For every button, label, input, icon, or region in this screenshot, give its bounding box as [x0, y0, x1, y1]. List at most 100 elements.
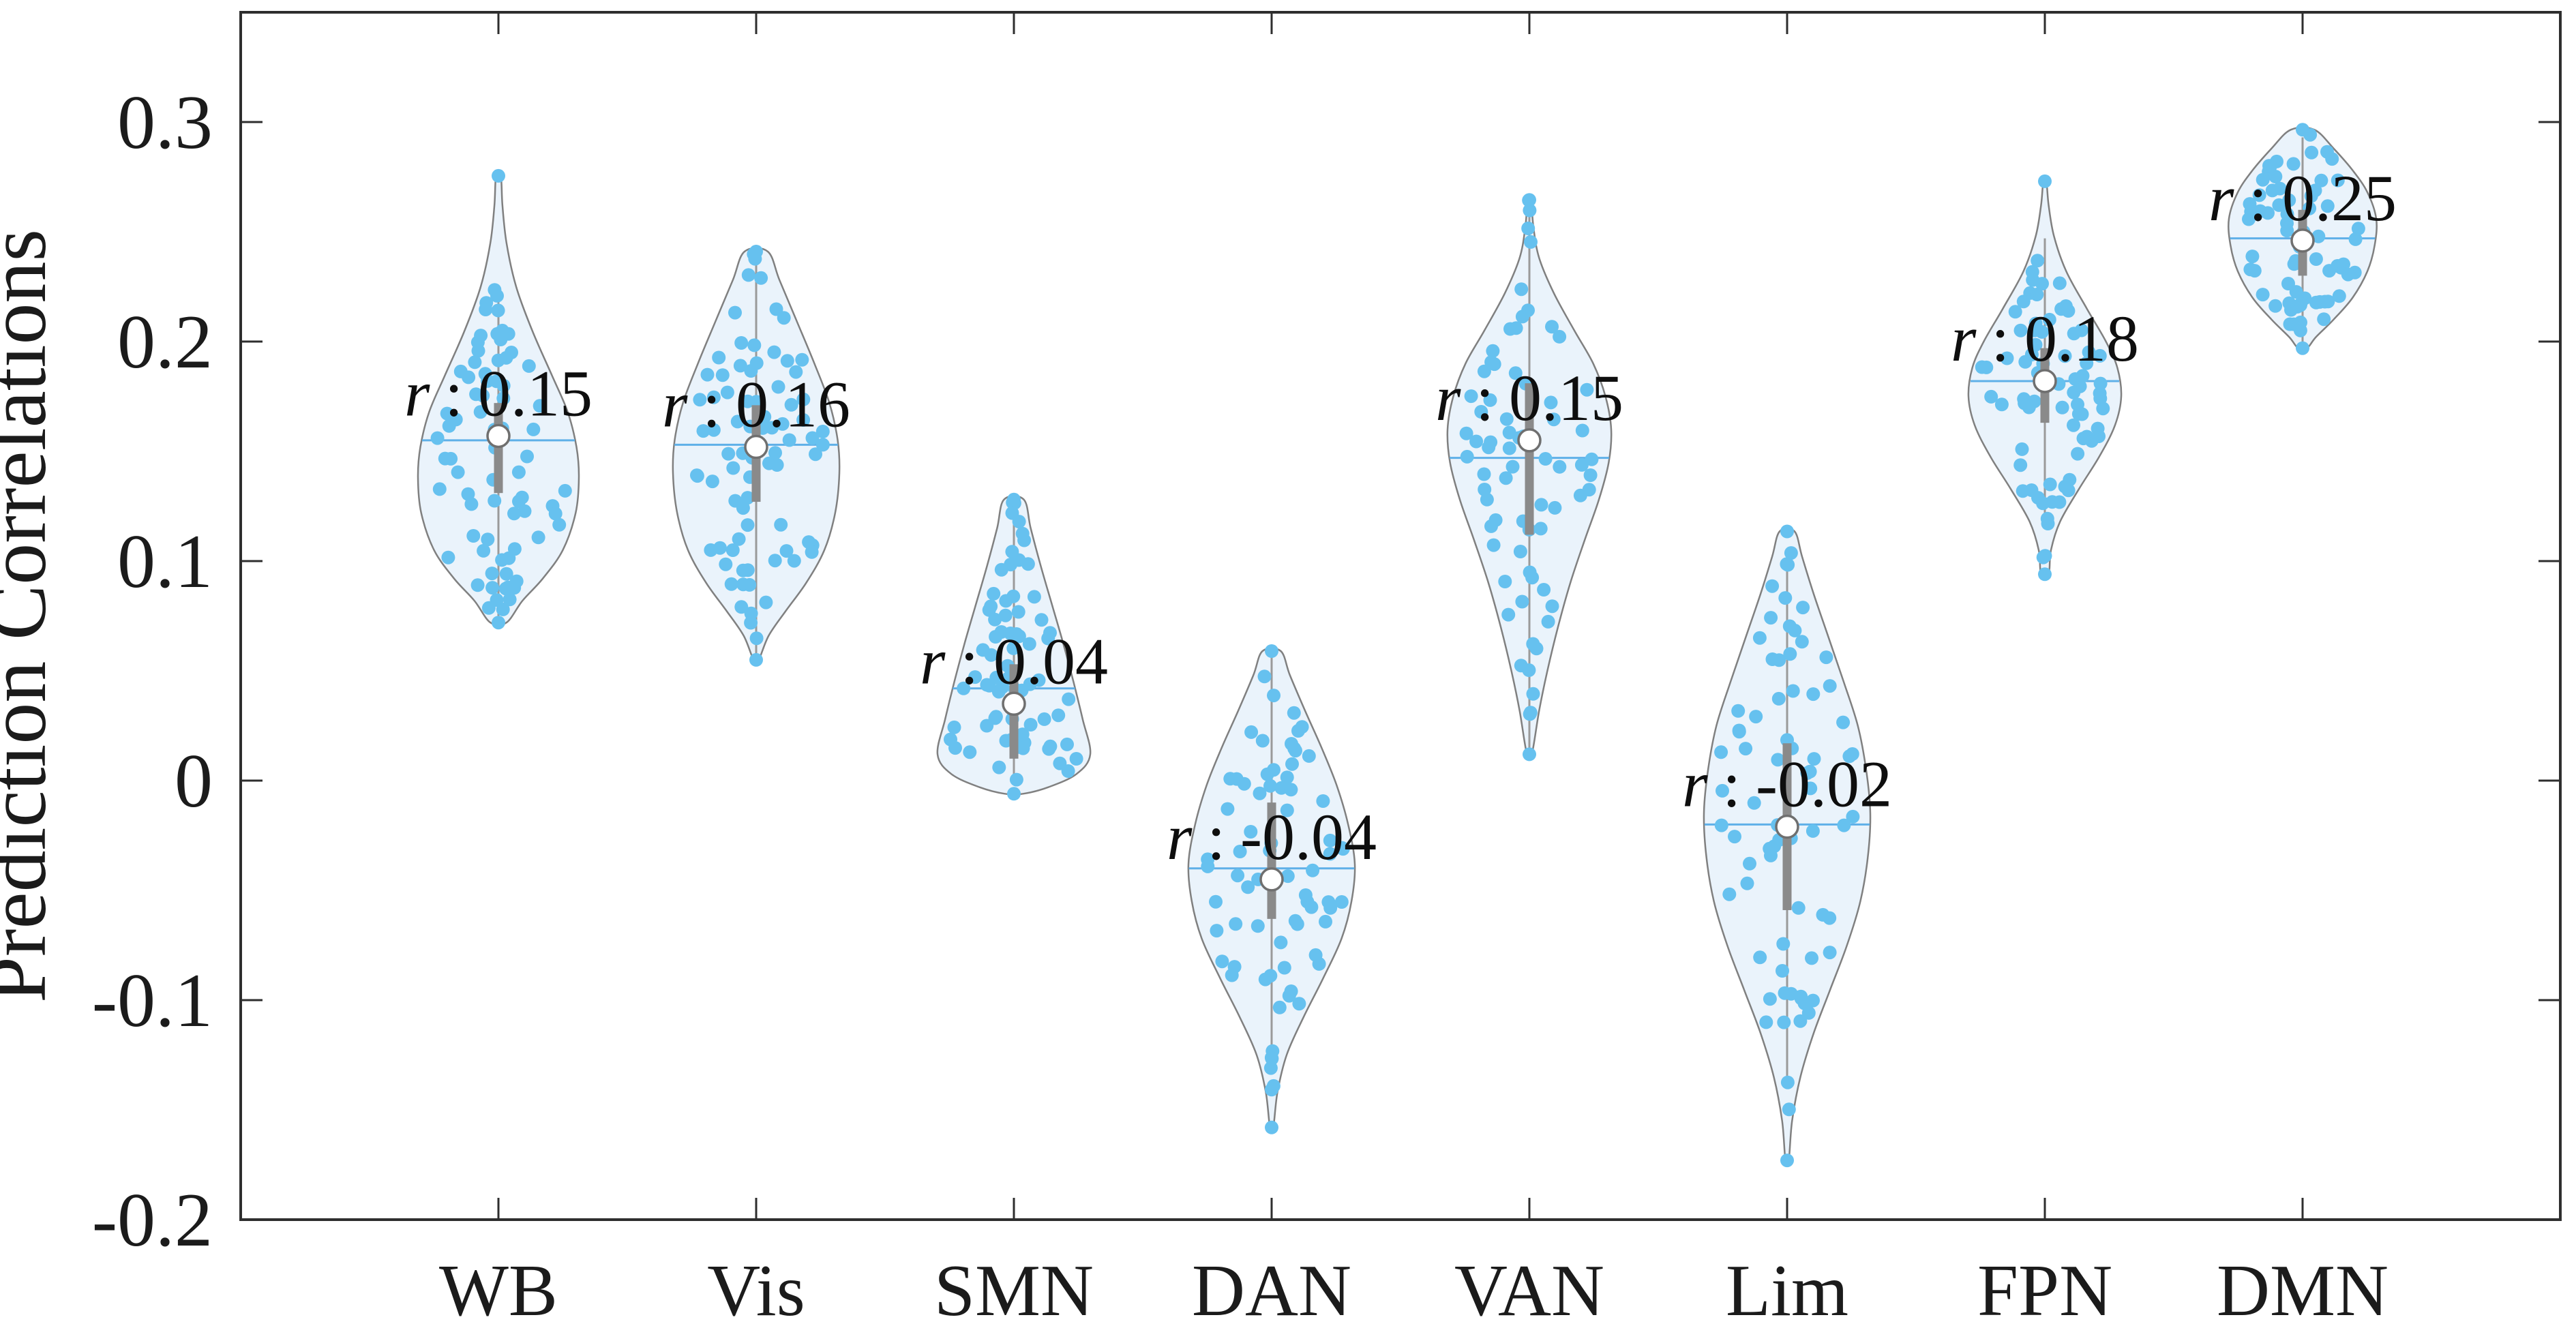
data-point	[779, 544, 794, 558]
data-point	[728, 305, 742, 320]
data-point	[1819, 650, 1833, 665]
data-point	[1582, 483, 1596, 497]
data-point	[1272, 1000, 1287, 1014]
data-point	[1006, 641, 1021, 655]
data-point	[490, 327, 505, 341]
data-point	[747, 338, 762, 352]
data-point	[2068, 372, 2082, 386]
data-point	[1522, 663, 1536, 677]
data-point	[1484, 519, 1498, 533]
data-point	[1006, 589, 1021, 603]
r-annotation: r:0.04	[920, 624, 1108, 697]
r-annotation: r:0.25	[2208, 162, 2397, 235]
data-point	[1312, 956, 1326, 971]
data-point	[1241, 880, 1255, 894]
data-point	[1782, 1102, 1796, 1117]
violin-Vis: r:0.16	[662, 245, 850, 667]
data-point	[1284, 783, 1298, 797]
data-point	[1515, 594, 1529, 609]
data-point	[765, 421, 779, 435]
data-point	[1793, 1014, 1808, 1028]
data-point	[453, 364, 468, 378]
data-point	[998, 608, 1013, 622]
data-point	[2075, 407, 2089, 421]
data-point	[522, 359, 536, 373]
data-point	[705, 474, 719, 489]
data-point	[1280, 770, 1294, 785]
data-point	[815, 438, 830, 452]
data-point	[1277, 961, 1291, 975]
data-point	[477, 543, 491, 558]
data-point	[501, 327, 515, 341]
data-point-extreme	[1265, 1120, 1278, 1134]
data-point	[430, 431, 445, 445]
data-point	[1784, 546, 1798, 560]
data-point	[1255, 734, 1270, 748]
data-point	[2067, 418, 2080, 432]
data-point	[1498, 575, 1512, 588]
data-point	[2247, 264, 2262, 278]
data-point	[1304, 900, 1319, 914]
y-tick-label: 0.2	[117, 300, 213, 385]
data-point	[989, 630, 1003, 644]
data-point	[2016, 484, 2030, 498]
data-point	[2071, 447, 2085, 461]
data-point	[1544, 395, 1558, 410]
data-point-extreme	[1780, 524, 1794, 539]
data-point	[1781, 558, 1795, 572]
data-point	[1319, 914, 1332, 929]
data-point	[1585, 452, 1599, 466]
data-point	[1508, 366, 1523, 380]
data-point	[1786, 684, 1800, 698]
data-point	[1027, 590, 1041, 604]
data-point	[1292, 997, 1306, 1011]
data-point	[777, 311, 791, 325]
data-point	[1836, 715, 1851, 729]
data-point	[1011, 605, 1025, 619]
data-point	[2265, 183, 2279, 198]
data-point	[2096, 402, 2110, 416]
data-point	[1823, 679, 1837, 693]
data-point	[1580, 382, 1594, 397]
data-point	[2309, 252, 2323, 266]
data-point	[491, 303, 505, 318]
data-point	[2028, 337, 2043, 352]
x-tick-label: WB	[439, 1250, 558, 1326]
data-point	[1229, 917, 1243, 931]
data-point	[468, 355, 482, 370]
data-point	[743, 577, 757, 592]
data-point	[780, 354, 794, 368]
data-point	[1042, 742, 1056, 756]
data-point	[740, 563, 755, 577]
data-point	[1526, 687, 1540, 701]
data-point	[994, 562, 1008, 577]
data-point	[2320, 145, 2334, 159]
data-point	[2015, 442, 2029, 456]
data-point	[2256, 172, 2270, 187]
data-point	[815, 425, 830, 438]
data-point	[1280, 869, 1295, 884]
data-point	[501, 580, 515, 594]
data-point	[1771, 691, 1786, 706]
data-point	[507, 542, 522, 556]
data-point	[2055, 400, 2069, 415]
data-point	[511, 465, 526, 479]
data-point	[444, 451, 458, 466]
data-point	[1503, 322, 1517, 336]
data-point-extreme	[2296, 123, 2309, 137]
data-point	[2061, 304, 2076, 318]
data-point	[1548, 500, 1562, 515]
data-point	[1274, 935, 1288, 950]
data-point	[720, 385, 734, 400]
data-point	[2076, 432, 2091, 446]
data-point	[441, 550, 455, 564]
data-point	[1759, 1015, 1773, 1029]
data-point	[479, 303, 493, 316]
data-point	[734, 600, 749, 614]
data-point	[2092, 430, 2106, 443]
data-point	[2035, 277, 2049, 291]
data-point	[1280, 803, 1294, 817]
data-point	[2268, 299, 2283, 313]
median-marker	[2290, 228, 2315, 253]
data-point	[2272, 198, 2286, 212]
